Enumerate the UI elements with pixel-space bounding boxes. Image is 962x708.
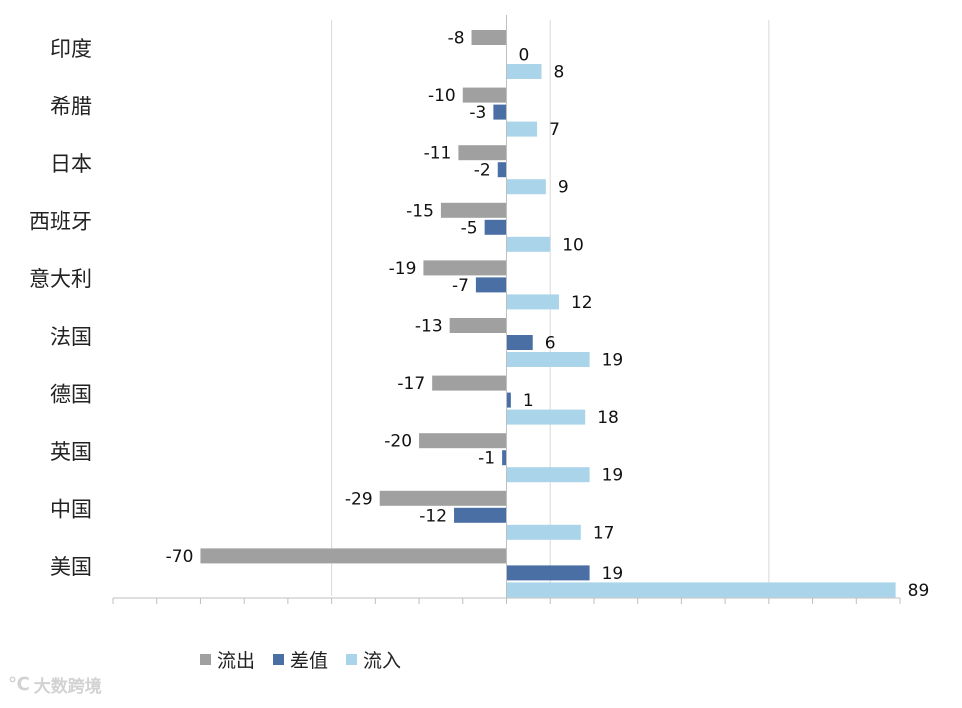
- category-label: 英国: [50, 440, 92, 464]
- bar: [502, 450, 507, 466]
- data-label: 12: [571, 293, 593, 313]
- bar: [379, 490, 507, 506]
- data-label: -2: [474, 161, 491, 181]
- data-label: -13: [415, 317, 443, 337]
- data-label: 6: [545, 334, 556, 354]
- data-label: 8: [553, 63, 564, 83]
- category-label: 法国: [50, 325, 92, 349]
- data-label: -19: [389, 259, 417, 279]
- bar: [506, 409, 586, 425]
- data-label: 19: [602, 466, 624, 486]
- legend-swatch-difference: [273, 654, 285, 665]
- bar: [458, 145, 507, 161]
- bar: [506, 565, 590, 581]
- legend-item-outflow: 流出: [200, 646, 255, 673]
- bar: [462, 87, 507, 103]
- bar: [506, 179, 546, 195]
- data-label: 19: [602, 564, 624, 584]
- bar: [506, 335, 533, 350]
- bar: [506, 64, 542, 79]
- data-label: -3: [469, 103, 486, 123]
- data-label: -29: [345, 489, 373, 509]
- bar: [423, 260, 507, 276]
- data-label: 10: [562, 235, 584, 255]
- legend-label-outflow: 流出: [217, 650, 256, 672]
- bar: [471, 30, 507, 45]
- category-label: 希腊: [50, 94, 92, 118]
- data-label: -20: [384, 432, 412, 452]
- bar: [493, 104, 507, 120]
- category-label: 印度: [50, 37, 92, 61]
- legend-label-inflow: 流入: [363, 650, 402, 672]
- bar: [497, 162, 507, 178]
- watermark-logo-icon: ℃: [8, 674, 30, 695]
- data-label: 1: [523, 391, 534, 411]
- data-label: 89: [908, 581, 930, 601]
- bar: [432, 375, 507, 391]
- bar: [475, 277, 507, 293]
- legend-label-difference: 差值: [290, 650, 329, 672]
- data-label: -5: [461, 218, 478, 238]
- watermark: ℃ 大数跨境: [8, 672, 102, 697]
- data-label: -11: [424, 144, 452, 164]
- data-label: -8: [448, 29, 465, 49]
- legend-item-difference: 差值: [273, 646, 328, 673]
- category-label: 美国: [50, 555, 92, 579]
- data-label: 7: [549, 120, 560, 140]
- bar: [506, 236, 551, 252]
- data-label: -12: [419, 506, 447, 526]
- bar: [200, 548, 507, 564]
- bar: [440, 202, 507, 218]
- data-label: -15: [406, 201, 434, 221]
- category-label: 西班牙: [29, 210, 92, 234]
- category-label: 德国: [50, 382, 92, 406]
- bar: [506, 582, 896, 598]
- data-label: -70: [166, 547, 194, 567]
- bar: [506, 467, 590, 483]
- data-label: -1: [478, 449, 495, 469]
- bar: [506, 121, 538, 137]
- legend-item-inflow: 流入: [346, 646, 401, 673]
- data-label: 9: [558, 178, 569, 198]
- bar: [506, 352, 590, 367]
- category-label: 意大利: [29, 267, 92, 291]
- bar: [484, 219, 507, 235]
- data-label: 18: [597, 408, 619, 428]
- chart-legend: 流出 差值 流入: [200, 646, 401, 673]
- category-label: 中国: [50, 498, 92, 522]
- legend-swatch-inflow: [346, 654, 358, 665]
- bar: [454, 507, 507, 523]
- data-label: 17: [593, 523, 615, 543]
- bar: [506, 294, 559, 310]
- data-label: 0: [519, 46, 530, 66]
- category-label: 日本: [50, 152, 92, 176]
- bar: [506, 392, 511, 408]
- legend-swatch-outflow: [200, 654, 211, 665]
- bar: [449, 318, 507, 333]
- data-label: -7: [452, 276, 469, 296]
- bar: [506, 524, 581, 540]
- data-label: -10: [428, 86, 456, 106]
- watermark-text: 大数跨境: [33, 677, 102, 697]
- data-label: 19: [602, 351, 624, 371]
- data-label: -17: [397, 374, 425, 394]
- bar: [419, 433, 507, 449]
